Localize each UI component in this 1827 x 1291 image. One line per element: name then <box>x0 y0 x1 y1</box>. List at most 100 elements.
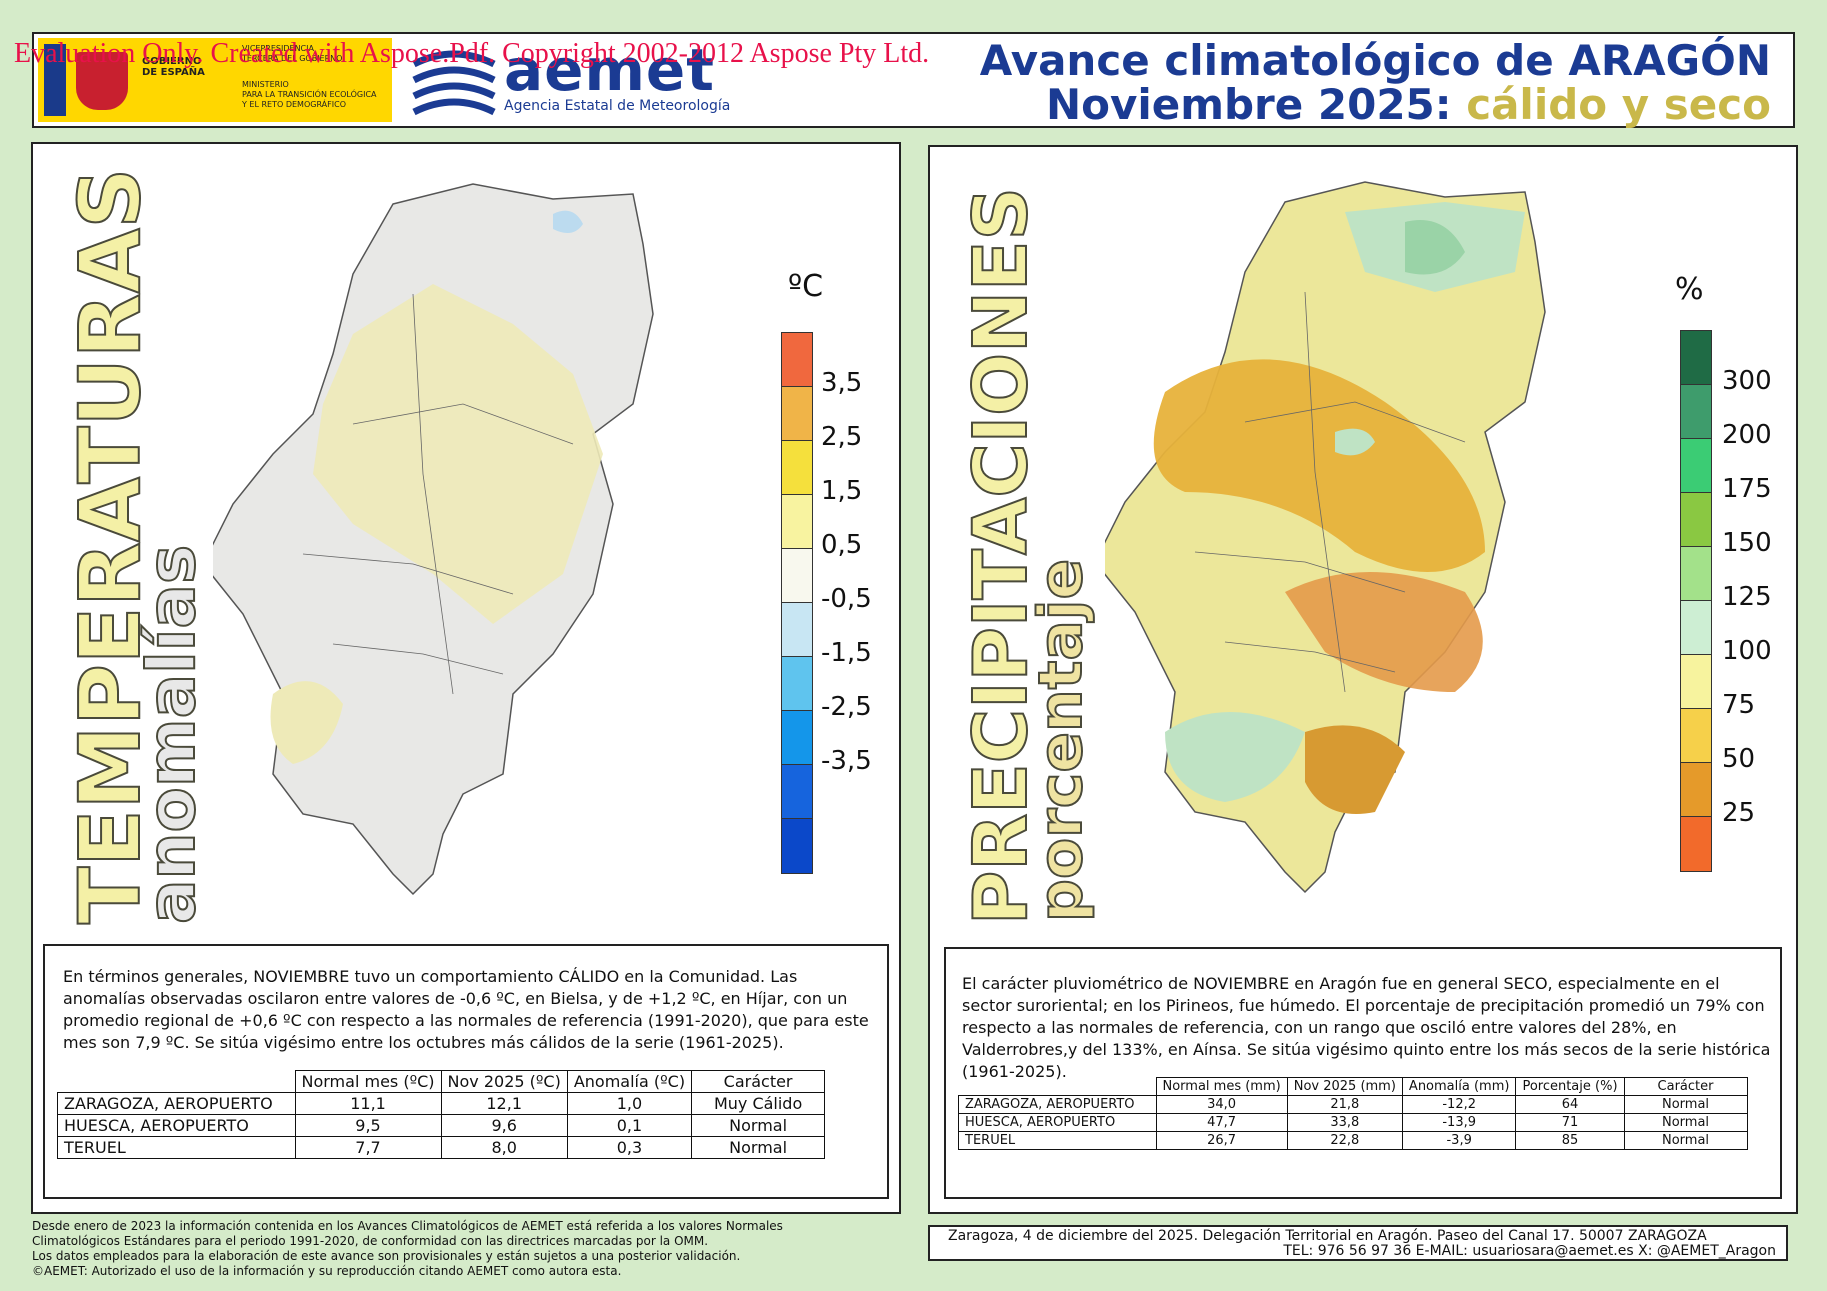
temperature-scale-label: 0,5 <box>821 530 863 560</box>
aemet-logo-icon <box>412 50 496 116</box>
temp-col-nov2025: Nov 2025 (ºC) <box>440 1070 568 1093</box>
precipitation-color-scale <box>1680 330 1712 872</box>
evaluation-watermark: Evaluation Only. Created with Aspose.Pdf… <box>14 38 930 69</box>
aemet-wordmark: aemet <box>504 36 715 104</box>
temperature-scale-swatch <box>782 657 812 711</box>
coat-of-arms-icon <box>76 52 128 110</box>
temperature-vertical-subtitle: anomalías <box>132 544 211 925</box>
station-name: ZARAGOZA, AEROPUERTO <box>958 1095 1157 1114</box>
table-row: ZARAGOZA, AEROPUERTO 34,0 21,8 -12,2 64 … <box>958 1095 1748 1114</box>
temperature-scale-swatch <box>782 603 812 657</box>
temperature-scale-swatch <box>782 333 812 387</box>
table-cell: 7,7 <box>294 1136 442 1159</box>
table-cell: 0,3 <box>566 1136 693 1159</box>
temperature-scale-swatch <box>782 819 812 873</box>
temperature-paragraph: En términos generales, NOVIEMBRE tuvo un… <box>63 967 869 1052</box>
precipitation-scale-swatch <box>1681 817 1711 871</box>
station-name: TERUEL <box>57 1136 296 1159</box>
temperature-scale-label: -2,5 <box>821 692 872 722</box>
precipitation-scale-swatch <box>1681 439 1711 493</box>
precipitation-unit: % <box>1675 272 1704 307</box>
precipitation-scale-label: 150 <box>1722 528 1772 558</box>
temperature-unit: ºC <box>788 269 824 304</box>
precipitation-scale-label: 175 <box>1722 474 1772 504</box>
table-cell: Normal <box>1623 1113 1748 1132</box>
temperature-scale-swatch <box>782 441 812 495</box>
temperature-scale-label: 2,5 <box>821 422 863 452</box>
table-cell: Normal <box>1623 1131 1748 1150</box>
table-cell: 8,0 <box>440 1136 568 1159</box>
table-cell: 47,7 <box>1155 1113 1288 1132</box>
precipitation-scale-swatch <box>1681 709 1711 763</box>
aemet-subtitle: Agencia Estatal de Meteorología <box>504 98 731 114</box>
table-cell: 26,7 <box>1155 1131 1288 1150</box>
precipitation-scale-label: 125 <box>1722 582 1772 612</box>
ministry-text: MINISTERIO PARA LA TRANSICIÓN ECOLÓGICA … <box>242 80 377 109</box>
table-cell: Muy Cálido <box>691 1092 826 1115</box>
table-cell: 11,1 <box>294 1092 442 1115</box>
precipitation-scale-swatch <box>1681 385 1711 439</box>
eu-flag-icon <box>44 44 66 116</box>
temperature-scale-label: -3,5 <box>821 746 872 776</box>
temperature-scale-swatch <box>782 495 812 549</box>
table-cell: 71 <box>1515 1113 1625 1132</box>
precipitation-scale-label: 100 <box>1722 636 1772 666</box>
table-cell: Normal <box>691 1136 826 1159</box>
precipitation-scale-label: 300 <box>1722 366 1772 396</box>
table-cell: 22,8 <box>1286 1131 1403 1150</box>
table-cell: 9,6 <box>440 1114 568 1137</box>
government-logo: GOBIERNO DE ESPAÑA VICEPRESIDENCIA TERCE… <box>38 38 392 122</box>
precipitation-paragraph: El carácter pluviométrico de NOVIEMBRE e… <box>962 974 1771 1081</box>
precipitation-scale-swatch <box>1681 763 1711 817</box>
prec-col-character: Carácter <box>1623 1077 1748 1096</box>
precipitation-percentage-map <box>1105 181 1546 894</box>
temperature-scale-label: 3,5 <box>821 368 863 398</box>
precipitation-vertical-subtitle: porcentaje <box>1025 558 1097 923</box>
title-date: Noviembre 2025: <box>1045 80 1452 129</box>
temperature-summary-box: En términos generales, NOVIEMBRE tuvo un… <box>43 944 889 1199</box>
station-name: TERUEL <box>958 1131 1157 1150</box>
precipitation-table: Normal mes (mm) Nov 2025 (mm) Anomalía (… <box>958 1077 1748 1150</box>
footer-contact-box: Zaragoza, 4 de diciembre del 2025. Deleg… <box>928 1225 1788 1261</box>
temperature-scale-swatch <box>782 765 812 819</box>
header-banner: GOBIERNO DE ESPAÑA VICEPRESIDENCIA TERCE… <box>32 32 1795 129</box>
title-summary: cálido y seco <box>1466 80 1771 129</box>
table-cell: Normal <box>691 1114 826 1137</box>
temperature-anomaly-map <box>213 183 654 896</box>
temperature-panel: TEMPERATURAS anomalías ºC En términos ge… <box>31 142 901 1214</box>
temperature-scale-swatch <box>782 549 812 603</box>
table-cell: -12,2 <box>1401 1095 1517 1114</box>
page-subtitle: Noviembre 2025: cálido y seco <box>1046 80 1771 129</box>
table-cell: -13,9 <box>1401 1113 1517 1132</box>
precipitation-panel: PRECIPITACIONES porcentaje % El carácter… <box>928 145 1798 1214</box>
page-title: Avance climatológico de ARAGÓN <box>979 36 1771 85</box>
precipitation-scale-swatch <box>1681 493 1711 547</box>
footer-disclaimer: Desde enero de 2023 la información conte… <box>32 1219 783 1278</box>
table-cell: 33,8 <box>1286 1113 1403 1132</box>
precipitation-scale-swatch <box>1681 601 1711 655</box>
table-cell: 12,1 <box>440 1092 568 1115</box>
table-cell: 1,0 <box>566 1092 693 1115</box>
footer-contact: TEL: 976 56 97 36 E-MAIL: usuariosara@ae… <box>1283 1243 1776 1259</box>
vicepresidency-text: VICEPRESIDENCIA TERCERA DEL GOBIERNO <box>242 44 343 63</box>
precipitation-scale-swatch <box>1681 547 1711 601</box>
table-cell: 64 <box>1515 1095 1625 1114</box>
temperature-scale-label: -0,5 <box>821 584 872 614</box>
table-row: ZARAGOZA, AEROPUERTO 11,1 12,1 1,0 Muy C… <box>57 1092 826 1115</box>
temperature-scale-swatch <box>782 711 812 765</box>
table-row: HUESCA, AEROPUERTO 9,5 9,6 0,1 Normal <box>57 1114 826 1137</box>
precipitation-summary-box: El carácter pluviométrico de NOVIEMBRE e… <box>944 947 1782 1199</box>
table-row: HUESCA, AEROPUERTO 47,7 33,8 -13,9 71 No… <box>958 1113 1748 1132</box>
temp-col-anomaly: Anomalía (ºC) <box>566 1070 693 1093</box>
footer-address: Zaragoza, 4 de diciembre del 2025. Deleg… <box>948 1228 1707 1244</box>
prec-col-nov2025: Nov 2025 (mm) <box>1286 1077 1403 1096</box>
table-cell: -3,9 <box>1401 1131 1517 1150</box>
temperature-table: Normal mes (ºC) Nov 2025 (ºC) Anomalía (… <box>57 1070 826 1159</box>
precipitation-scale-label: 200 <box>1722 420 1772 450</box>
prec-col-percentage: Porcentaje (%) <box>1515 1077 1625 1096</box>
table-row: TERUEL 26,7 22,8 -3,9 85 Normal <box>958 1131 1748 1150</box>
table-cell: 34,0 <box>1155 1095 1288 1114</box>
temperature-scale-swatch <box>782 387 812 441</box>
precipitation-scale-swatch <box>1681 655 1711 709</box>
prec-col-normal: Normal mes (mm) <box>1155 1077 1288 1096</box>
